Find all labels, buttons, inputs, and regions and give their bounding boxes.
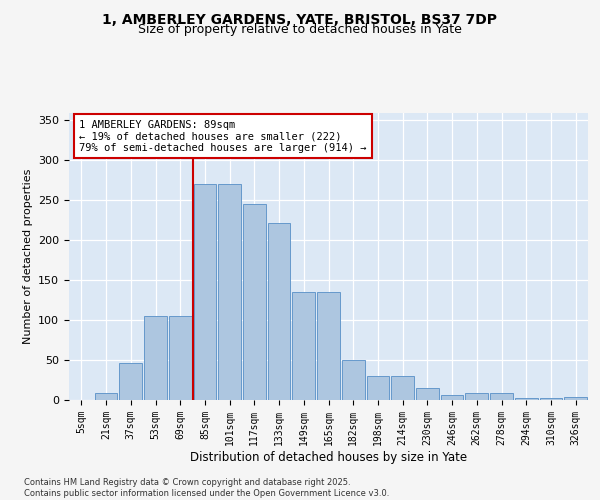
Bar — [342, 360, 365, 400]
Bar — [119, 364, 142, 400]
Bar — [367, 376, 389, 400]
Bar — [95, 393, 118, 400]
Bar — [490, 393, 513, 400]
Y-axis label: Number of detached properties: Number of detached properties — [23, 168, 32, 344]
Bar — [466, 393, 488, 400]
Bar — [218, 184, 241, 400]
Bar — [292, 292, 315, 400]
Bar — [416, 388, 439, 400]
Bar — [268, 222, 290, 400]
Text: 1, AMBERLEY GARDENS, YATE, BRISTOL, BS37 7DP: 1, AMBERLEY GARDENS, YATE, BRISTOL, BS37… — [103, 12, 497, 26]
Bar — [144, 316, 167, 400]
Bar — [391, 376, 414, 400]
Bar — [564, 397, 587, 400]
Text: Size of property relative to detached houses in Yate: Size of property relative to detached ho… — [138, 22, 462, 36]
Bar — [539, 398, 562, 400]
X-axis label: Distribution of detached houses by size in Yate: Distribution of detached houses by size … — [190, 450, 467, 464]
Text: 1 AMBERLEY GARDENS: 89sqm
← 19% of detached houses are smaller (222)
79% of semi: 1 AMBERLEY GARDENS: 89sqm ← 19% of detac… — [79, 120, 367, 153]
Bar — [515, 398, 538, 400]
Bar — [317, 292, 340, 400]
Bar — [194, 184, 216, 400]
Bar — [169, 316, 191, 400]
Bar — [441, 395, 463, 400]
Text: Contains HM Land Registry data © Crown copyright and database right 2025.
Contai: Contains HM Land Registry data © Crown c… — [24, 478, 389, 498]
Bar — [243, 204, 266, 400]
